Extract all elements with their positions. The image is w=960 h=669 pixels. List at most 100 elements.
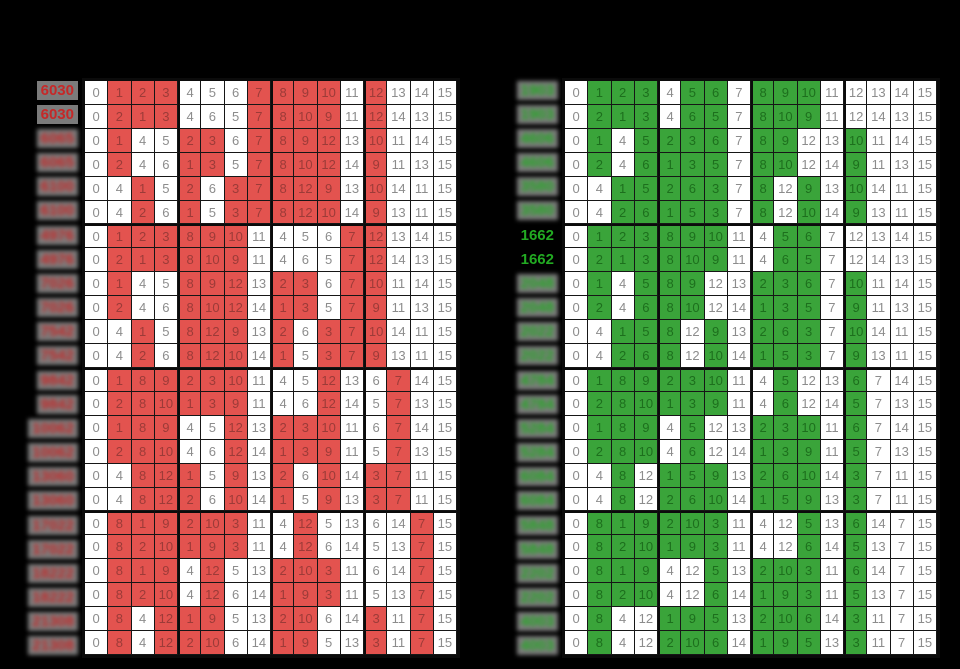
grid-cell: 8 [588,583,612,608]
grid-cell: 8 [131,415,155,440]
grid-cell: 2 [178,511,202,536]
row-label: 2022 [480,344,558,368]
grid-cell: 11 [340,415,364,440]
grid-cell: 1 [131,511,155,536]
grid-cell: 3 [154,104,178,129]
row-label: 4606 [480,126,558,150]
grid-cell: 12 [154,487,178,512]
grid-cell: 12 [634,631,658,655]
row-label: 5284 [480,440,558,464]
grid-cell: 6 [634,296,658,321]
grid-cell: 1 [658,200,682,225]
grid-cell: 7 [890,631,914,655]
grid-cell: 2 [751,607,775,632]
conflict-table-red: 0 1 2 3 4 5 6 7 8 9 10 11 12 13 14 15 0 2 1 3 4 6 5 7 8 10 9 11 12 14… [82,78,460,658]
grid-cell: 14 [247,631,271,655]
grid-cell: 11 [867,152,891,177]
grid-cell: 2 [611,535,635,560]
grid-cell: 4 [611,272,635,297]
grid-cell: 9 [224,248,248,273]
grid-cell: 11 [387,128,411,153]
grid-cell: 14 [820,463,844,488]
grid-cell: 11 [247,535,271,560]
grid-cell: 11 [340,104,364,129]
grid-cell: 6 [201,104,225,129]
grid-cell: 3 [317,320,341,345]
grid-cell: 14 [340,391,364,416]
grid-cell: 15 [913,344,937,368]
grid-cell: 6 [634,344,658,368]
grid-cell: 2 [131,81,155,105]
grid-cell: 12 [364,81,388,105]
grid-cell: 0 [565,320,589,345]
grid-cell: 11 [820,583,844,608]
grid-cell: 6 [774,463,798,488]
grid-cell: 3 [634,248,658,273]
grid-cell: 9 [224,463,248,488]
grid-cell: 14 [867,320,891,345]
grid-cell: 15 [433,559,457,584]
grid-cell: 1 [178,152,202,177]
grid-cell: 14 [410,224,434,249]
grid-cell: 13 [867,200,891,225]
grid-cell: 2 [108,152,132,177]
grid-cell: 0 [565,631,589,655]
grid-cell: 3 [201,391,225,416]
grid-cell: 5 [201,81,225,105]
grid-cell: 9 [774,631,798,655]
grid-cell: 15 [913,367,937,392]
grid-cell: 12 [201,344,225,368]
grid-cell: 5 [364,583,388,608]
grid-cell: 7 [820,272,844,297]
grid-cell: 3 [681,391,705,416]
row-label: 2048 [480,295,558,319]
grid-cell: 15 [433,583,457,608]
grid-cell: 6 [294,248,318,273]
grid-cell: 15 [913,511,937,536]
grid-cell: 5 [704,104,728,129]
row-label: 6065 [0,126,78,150]
grid-cell: 12 [364,104,388,129]
grid-cell: 13 [387,583,411,608]
grid-cell: 10 [154,535,178,560]
grid-cell: 6 [774,320,798,345]
grid-cell: 5 [294,224,318,249]
grid-cell: 9 [154,559,178,584]
grid-cell: 4 [588,463,612,488]
grid-cell: 6 [201,439,225,464]
grid-cell: 1 [271,487,295,512]
grid-cell: 7 [867,367,891,392]
grid-cell: 15 [913,272,937,297]
grid-cell: 9 [224,320,248,345]
grid-cell: 4 [108,344,132,368]
grid-cell: 9 [201,224,225,249]
grid-cell: 1 [271,583,295,608]
grid-cell: 14 [727,487,751,512]
grid-cell: 7 [410,535,434,560]
grid-cell: 11 [727,367,751,392]
grid-cell: 9 [844,152,868,177]
row-label: 4976 [0,223,78,247]
grid-cell: 11 [820,559,844,584]
grid-cell: 0 [565,367,589,392]
grid-cell: 11 [867,607,891,632]
row-label: 7026 [0,295,78,319]
grid-cell: 3 [774,415,798,440]
grid-cell: 13 [890,391,914,416]
grid-cell: 3 [317,583,341,608]
grid-cell: 4 [588,344,612,368]
grid-cell: 9 [317,487,341,512]
grid-cell: 8 [658,344,682,368]
grid-cell: 4 [588,487,612,512]
grid-cell: 1 [751,631,775,655]
grid-cell: 13 [340,631,364,655]
grid-cell: 1 [108,224,132,249]
grid-cell: 1 [588,128,612,153]
grid-cell: 15 [913,607,937,632]
grid-cell: 1 [611,559,635,584]
row-label: 9842 [0,368,78,392]
grid-cell: 7 [867,391,891,416]
row-label: 2048 [480,271,558,295]
grid-cell: 6 [154,296,178,321]
grid-cell: 11 [410,320,434,345]
